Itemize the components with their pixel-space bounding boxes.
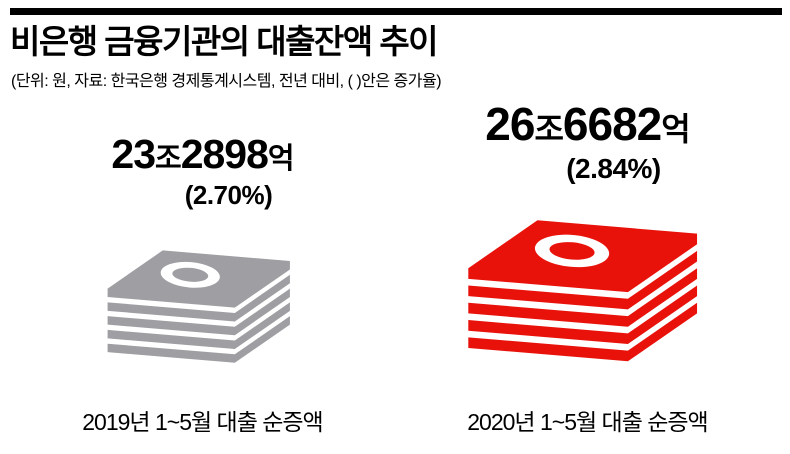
- amount-2019: 23조2898억: [111, 131, 295, 178]
- chart-subtitle: (단위: 원, 자료: 한국은행 경제통계시스템, 전년 대비, ( )안은 증…: [11, 73, 442, 91]
- amount-unit: 억: [661, 111, 690, 148]
- chart-body: 23조2898억 (2.70%) 2019년 1~5월 대출 순증액 26조66…: [10, 93, 780, 445]
- category-label-2019: 2019년 1~5월 대출 순증액: [82, 409, 323, 436]
- top-rule: [10, 8, 782, 15]
- amount-unit: 조: [534, 111, 563, 148]
- amount-number: 23: [111, 131, 156, 178]
- money-stack-icon: [467, 220, 697, 362]
- category-label-2020: 2020년 1~5월 대출 순증액: [467, 409, 708, 436]
- growth-rate-2019: (2.70%): [184, 180, 273, 211]
- series-column-2019: 23조2898억 (2.70%) 2019년 1~5월 대출 순증액: [10, 93, 395, 445]
- amount-number: 26: [485, 98, 535, 151]
- amount-number: 2898: [180, 131, 269, 178]
- series-column-2020: 26조6682억 (2.84%) 2020년 1~5월 대출 순증액: [395, 93, 780, 445]
- amount-unit: 억: [267, 143, 295, 176]
- amount-2020: 26조6682억: [485, 97, 690, 151]
- amount-unit: 조: [155, 143, 182, 176]
- growth-rate-2020: (2.84%): [566, 153, 661, 185]
- money-stack-icon: [107, 250, 290, 364]
- chart-title: 비은행 금융기관의 대출잔액 추이: [10, 23, 439, 60]
- amount-number: 6682: [562, 98, 662, 151]
